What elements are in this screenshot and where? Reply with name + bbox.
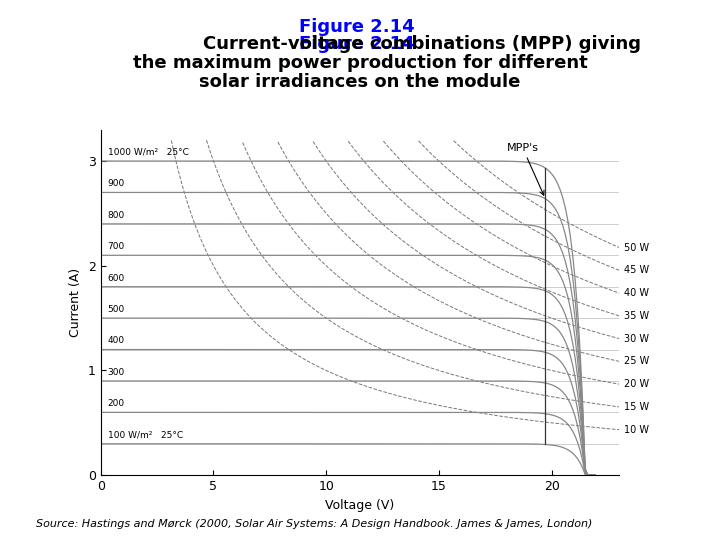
Text: 25 W: 25 W [624, 356, 649, 366]
Text: Source: Hastings and Mørck (2000, Solar Air Systems: A Design Handbook. James & : Source: Hastings and Mørck (2000, Solar … [36, 519, 593, 529]
Text: 35 W: 35 W [624, 311, 649, 321]
Text: Current-voltage combinations (MPP) giving: Current-voltage combinations (MPP) givin… [78, 35, 642, 53]
Text: 40 W: 40 W [624, 288, 649, 298]
Text: 400: 400 [107, 336, 125, 346]
Text: 45 W: 45 W [624, 265, 649, 275]
Text: 50 W: 50 W [624, 242, 649, 253]
Text: 600: 600 [107, 273, 125, 282]
Text: 100 W/m²   25°C: 100 W/m² 25°C [107, 430, 183, 440]
Text: 900: 900 [107, 179, 125, 188]
X-axis label: Voltage (V): Voltage (V) [325, 498, 395, 511]
Text: 300: 300 [107, 368, 125, 377]
Y-axis label: Current (A): Current (A) [69, 268, 82, 337]
Text: 10 W: 10 W [624, 424, 649, 435]
Text: 500: 500 [107, 305, 125, 314]
Text: MPP's: MPP's [506, 143, 544, 195]
Text: 15 W: 15 W [624, 402, 649, 412]
Text: 20 W: 20 W [624, 379, 649, 389]
Text: Figure 2.14: Figure 2.14 [299, 35, 421, 53]
Text: 30 W: 30 W [624, 334, 649, 343]
Text: 700: 700 [107, 242, 125, 251]
Text: 1000 W/m²   25°C: 1000 W/m² 25°C [107, 148, 189, 157]
Text: 800: 800 [107, 211, 125, 220]
Text: the maximum power production for different: the maximum power production for differe… [132, 54, 588, 72]
Text: 200: 200 [107, 399, 125, 408]
Text: Figure 2.14: Figure 2.14 [299, 18, 421, 36]
Text: solar irradiances on the module: solar irradiances on the module [199, 73, 521, 91]
